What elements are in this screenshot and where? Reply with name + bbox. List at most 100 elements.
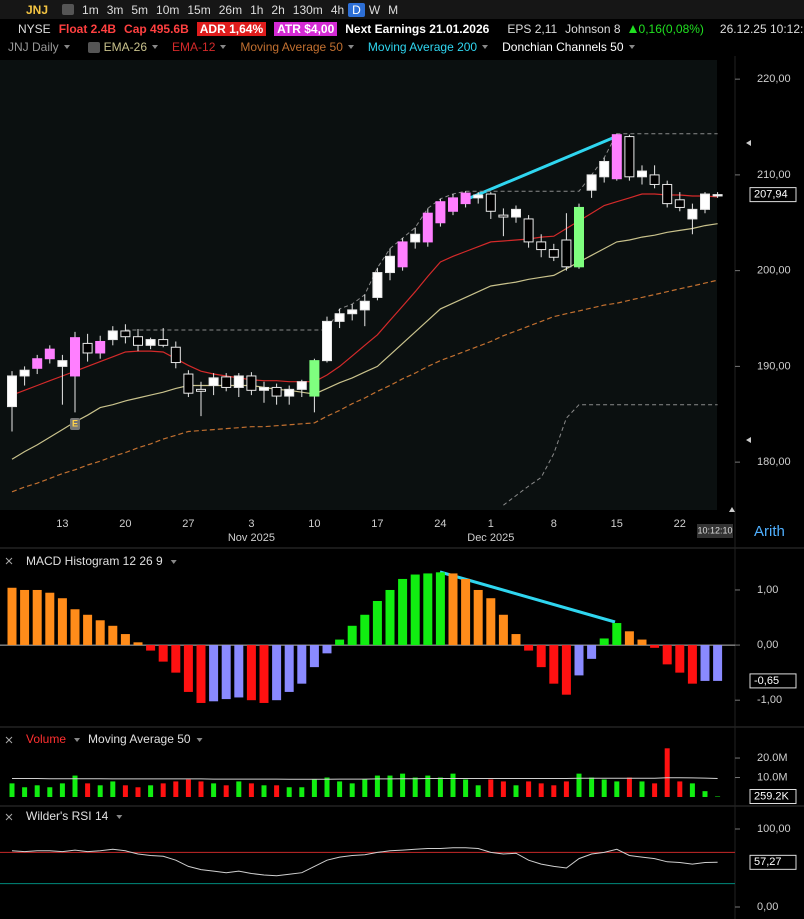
symbol[interactable]: JNJ — [26, 2, 49, 17]
timeframe[interactable]: 2h — [271, 2, 285, 17]
legend-item[interactable]: EMA-26 — [104, 40, 159, 54]
bar — [337, 781, 343, 797]
bar — [173, 781, 179, 797]
timeframe[interactable]: M — [388, 2, 399, 17]
candle-body — [133, 336, 143, 346]
close-button[interactable] — [5, 736, 13, 744]
timeframe[interactable]: 1h — [250, 2, 264, 17]
candle-body — [271, 386, 282, 397]
timeframe[interactable]: 3m — [106, 2, 124, 17]
bar — [20, 589, 30, 646]
x-month-label: Nov 2025 — [228, 532, 275, 544]
bar — [612, 623, 622, 646]
axis-arrow — [746, 140, 751, 146]
timeframe[interactable]: 130m — [292, 2, 323, 17]
bar — [662, 645, 672, 665]
company: Johnson 8 — [565, 21, 621, 36]
bar — [72, 775, 78, 797]
bar — [486, 598, 496, 646]
legend-caret — [482, 45, 489, 49]
y-tick-label: -1,00 — [757, 694, 782, 706]
adr: ADR 1,64% — [196, 21, 267, 36]
time-box — [697, 524, 733, 538]
bar — [549, 645, 559, 684]
legend-item[interactable]: Moving Average 50 — [240, 40, 354, 54]
x-tick-label: 13 — [56, 518, 68, 530]
bar — [246, 645, 256, 701]
timeframe[interactable]: 4h — [330, 2, 345, 17]
legend-item[interactable]: EMA-12 — [172, 40, 227, 54]
bar — [171, 645, 181, 673]
bar — [574, 645, 584, 676]
bar — [347, 625, 357, 646]
time-label: 10:12:10 — [697, 525, 732, 535]
bar — [450, 773, 456, 797]
legend-item[interactable]: Moving Average 200 — [368, 40, 489, 54]
bar — [322, 645, 332, 654]
bar — [637, 639, 647, 646]
candle-body — [397, 241, 408, 268]
candle-body — [485, 193, 496, 212]
legend-item[interactable]: Donchian Channels 50 — [502, 40, 635, 54]
last-value-label: 207,94 — [754, 189, 788, 201]
candle-body — [473, 194, 484, 199]
bar — [374, 775, 380, 797]
candle-body — [57, 360, 68, 367]
bar — [362, 779, 368, 797]
candle-body — [259, 386, 269, 391]
close-button[interactable] — [5, 557, 13, 565]
timeframe[interactable]: 26m — [218, 2, 243, 17]
timeframe[interactable]: 1m — [82, 2, 99, 17]
y-tick-label: 210,00 — [757, 169, 791, 181]
panel-caret — [196, 738, 203, 742]
last-value-label: -0,65 — [754, 675, 779, 687]
bar — [261, 785, 267, 797]
candle-body — [649, 174, 660, 185]
bar — [274, 785, 280, 797]
timeframe[interactable]: D — [348, 2, 365, 17]
bar — [400, 773, 406, 797]
bar — [448, 573, 458, 646]
candle-body — [284, 388, 295, 397]
bar — [221, 645, 231, 700]
bar — [185, 779, 191, 797]
candle-body — [460, 192, 471, 205]
bar — [9, 783, 15, 797]
bar — [715, 796, 721, 797]
overlay-line — [11, 223, 718, 460]
timeframe[interactable]: 5m — [131, 2, 149, 17]
x-month-label: Dec 2025 — [467, 532, 514, 544]
float: Float 2.4B — [58, 21, 117, 36]
timeframe[interactable]: 15m — [187, 2, 211, 17]
bar — [196, 645, 206, 703]
last-value-box — [749, 187, 797, 203]
scale-mode[interactable]: Arith — [754, 523, 785, 540]
icon[interactable] — [87, 41, 100, 53]
bar — [135, 787, 141, 797]
timeframe[interactable]: W — [368, 2, 381, 17]
chart-title[interactable]: JNJ Daily — [8, 40, 70, 54]
candle-body — [674, 199, 685, 208]
icon[interactable] — [62, 4, 75, 15]
last-value-box — [749, 854, 797, 870]
bar — [223, 785, 229, 797]
toolbar: JNJ 1m 3m 5m 10m 15m 26m 1h 2h 130m 4h D W M — [0, 0, 804, 19]
bar — [599, 638, 609, 646]
bar — [412, 777, 418, 797]
bar — [57, 598, 67, 646]
bar — [387, 775, 393, 797]
event-label: E — [72, 418, 78, 428]
y-tick-label: 200,00 — [757, 265, 791, 277]
candle-body — [561, 239, 572, 268]
bar — [198, 781, 204, 797]
candle-body — [435, 201, 446, 224]
axis-arrow — [729, 507, 735, 512]
timeframe[interactable]: 10m — [156, 2, 180, 17]
candle-body — [385, 255, 395, 274]
close-button[interactable] — [5, 813, 13, 821]
next-earnings: Next Earnings 21.01.2026 — [345, 21, 490, 36]
candle-body — [70, 337, 80, 377]
x-tick-label: 8 — [551, 518, 557, 530]
series-line — [12, 777, 718, 780]
candle-body — [145, 339, 156, 346]
